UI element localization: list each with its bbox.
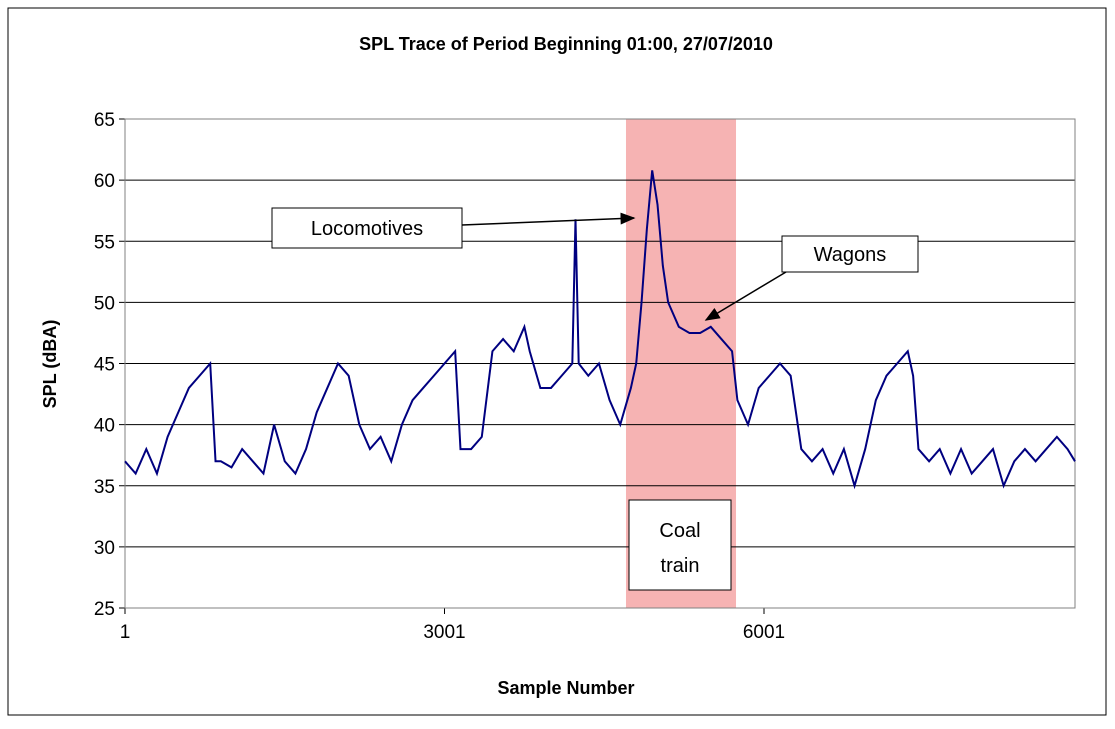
- annotation: Locomotives: [311, 218, 423, 240]
- x-axis-label: Sample Number: [497, 678, 634, 698]
- y-axis-label: SPL (dBA): [40, 320, 60, 409]
- x-tick-label: 3001: [423, 622, 465, 643]
- plot-area: 25 30 35 40 45 50 55 60 65 1 3001 6001: [94, 110, 1076, 643]
- annotation: Wagons: [814, 244, 887, 266]
- annotation-arrow: [704, 271, 787, 321]
- y-tick-label: 25: [94, 599, 115, 620]
- y-tick-label: 60: [94, 171, 115, 192]
- x-tick-label: 1: [120, 622, 131, 643]
- x-tick-label: 6001: [743, 622, 785, 643]
- y-tick-label: 50: [94, 293, 115, 314]
- span-label: train: [661, 555, 700, 577]
- plot-border: [124, 118, 1076, 609]
- annotation-arrow: [461, 212, 636, 226]
- y-tick-label: 65: [94, 110, 115, 131]
- annotation-box: [628, 499, 732, 591]
- y-tick-label: 35: [94, 477, 115, 498]
- annotation-box: [781, 235, 919, 273]
- span-label: Coal: [659, 520, 700, 542]
- annotations: Locomotives Wagons Coal train: [271, 207, 919, 591]
- data-line: [124, 170, 1076, 490]
- chart-title: SPL Trace of Period Beginning 01:00, 27/…: [359, 34, 773, 54]
- y-tick-label: 55: [94, 232, 115, 253]
- y-tick-label: 30: [94, 538, 115, 559]
- y-tick-label: 40: [94, 416, 115, 437]
- annotation-box: [271, 207, 463, 249]
- y-tick-label: 45: [94, 355, 115, 376]
